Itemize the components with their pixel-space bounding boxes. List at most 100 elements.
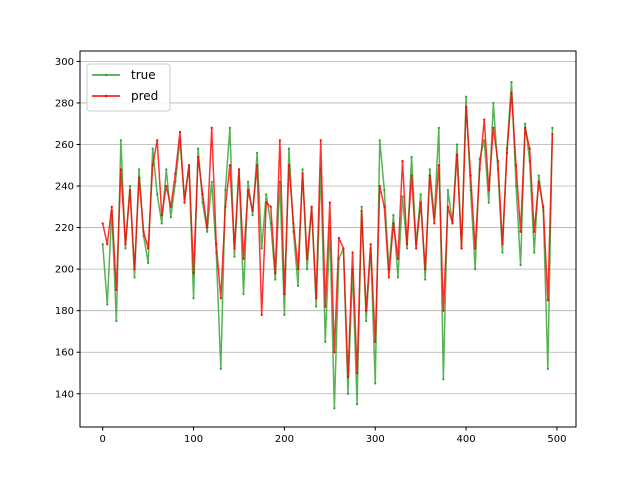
- data-point-pred: [310, 205, 313, 208]
- data-point-pred: [228, 164, 231, 167]
- data-point-pred: [514, 164, 518, 167]
- data-point-pred: [510, 91, 513, 94]
- data-point-true: [510, 81, 513, 84]
- data-point-pred: [187, 164, 191, 167]
- data-point-pred: [546, 299, 549, 302]
- y-tick-label: 160: [55, 348, 74, 359]
- data-point-true: [533, 251, 536, 254]
- data-point-pred: [346, 376, 350, 379]
- plot-frame: [79, 50, 577, 428]
- data-point-pred: [410, 174, 413, 177]
- data-point-pred: [201, 193, 204, 196]
- data-point-pred: [524, 126, 527, 129]
- data-point-true: [524, 122, 527, 125]
- data-point-pred: [501, 243, 504, 246]
- data-point-pred: [324, 305, 327, 308]
- data-point-true: [251, 214, 254, 217]
- data-point-pred: [396, 257, 400, 260]
- data-point-true: [301, 168, 304, 171]
- data-point-true: [346, 392, 350, 395]
- data-point-pred: [483, 118, 486, 121]
- data-point-true: [265, 193, 268, 196]
- data-point-pred: [392, 222, 395, 225]
- data-point-pred: [401, 159, 404, 163]
- data-point-pred: [533, 230, 536, 233]
- data-point-pred: [133, 268, 136, 271]
- data-point-true: [374, 382, 377, 385]
- data-point-true: [151, 147, 154, 150]
- data-point-pred: [256, 164, 259, 167]
- data-point-pred: [365, 309, 368, 312]
- data-point-true: [283, 313, 286, 316]
- data-point-pred: [287, 164, 291, 167]
- data-point-pred: [519, 230, 522, 233]
- data-point-true: [169, 216, 172, 219]
- legend-marker-pred: [104, 94, 108, 98]
- data-point-pred: [505, 151, 509, 154]
- data-point-pred: [110, 205, 113, 208]
- data-point-true: [224, 189, 227, 192]
- data-point-pred: [474, 247, 477, 250]
- data-point-true: [137, 168, 141, 171]
- series-line-pred: [101, 91, 554, 378]
- x-tick-label: 200: [275, 434, 294, 445]
- x-axis: 0 100 200 300 400 500: [100, 427, 566, 445]
- data-point-pred: [165, 184, 168, 188]
- data-point-pred: [464, 105, 468, 109]
- data-point-pred: [233, 247, 236, 250]
- data-point-pred: [242, 257, 245, 260]
- data-point-pred: [442, 309, 445, 312]
- data-point-pred: [437, 164, 440, 167]
- data-point-true: [219, 367, 222, 370]
- data-point-pred: [306, 257, 309, 260]
- data-point-pred: [219, 297, 222, 300]
- x-tick-label: 500: [547, 434, 566, 445]
- data-point-true: [124, 247, 127, 250]
- data-point-pred: [419, 201, 422, 204]
- data-point-true: [442, 378, 445, 381]
- data-point-true: [196, 147, 200, 150]
- data-point-pred: [378, 184, 381, 188]
- series-pred: [101, 91, 554, 379]
- data-point-true: [392, 214, 395, 217]
- data-point-pred: [374, 340, 377, 343]
- data-point-true: [206, 230, 209, 233]
- data-point-pred: [265, 201, 268, 204]
- data-point-true: [233, 255, 236, 258]
- data-point-true: [551, 126, 554, 129]
- data-point-pred: [183, 201, 186, 204]
- data-point-pred: [478, 168, 481, 171]
- data-point-pred: [269, 205, 272, 208]
- data-point-true: [101, 243, 104, 246]
- y-tick-label: 220: [55, 223, 74, 234]
- data-point-pred: [383, 205, 386, 208]
- data-point-true: [106, 303, 109, 306]
- data-point-pred: [196, 155, 200, 159]
- data-point-true: [119, 139, 122, 142]
- x-tick-label: 0: [100, 434, 106, 445]
- data-point-pred: [424, 268, 427, 271]
- x-tick-label: 100: [184, 434, 203, 445]
- data-point-true: [228, 126, 231, 129]
- data-point-pred: [319, 139, 322, 142]
- data-point-pred: [355, 371, 359, 375]
- data-point-true: [501, 251, 504, 254]
- data-point-pred: [542, 205, 545, 208]
- y-tick-label: 140: [55, 389, 74, 400]
- data-point-true: [165, 168, 168, 171]
- data-point-pred: [342, 247, 345, 250]
- data-point-pred: [174, 172, 177, 175]
- data-point-pred: [351, 251, 354, 254]
- y-tick-label: 260: [55, 140, 74, 151]
- data-point-pred: [301, 172, 304, 175]
- data-point-pred: [115, 288, 118, 291]
- data-point-true: [260, 247, 263, 250]
- x-tick-label: 400: [457, 434, 476, 445]
- data-point-pred: [147, 247, 150, 250]
- data-point-true: [446, 189, 450, 192]
- data-point-pred: [160, 214, 163, 217]
- data-point-pred: [496, 159, 499, 163]
- y-tick-label: 240: [55, 182, 74, 193]
- data-point-true: [383, 189, 386, 192]
